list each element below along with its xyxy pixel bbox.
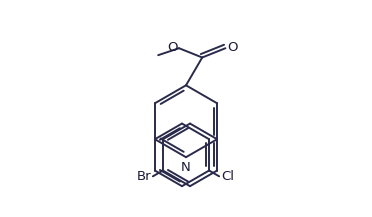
Text: Cl: Cl xyxy=(221,170,234,183)
Text: O: O xyxy=(167,41,178,54)
Text: O: O xyxy=(228,41,238,54)
Text: N: N xyxy=(181,161,191,174)
Text: Br: Br xyxy=(137,170,151,183)
